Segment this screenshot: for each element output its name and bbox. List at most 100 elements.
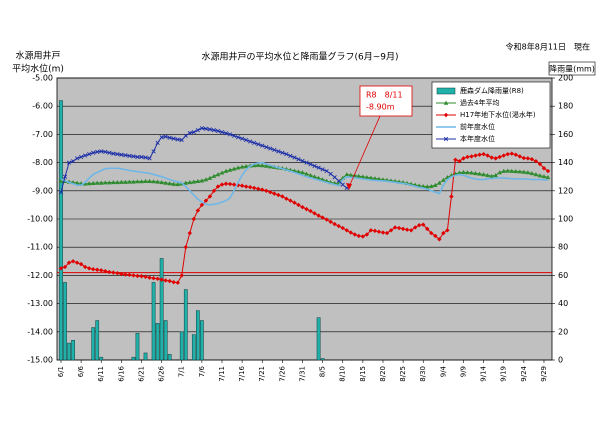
marker — [70, 159, 76, 164]
bar — [95, 320, 100, 361]
annotation-arrow — [348, 115, 381, 188]
x-tick-label: 8/15 — [359, 366, 367, 382]
marker — [259, 163, 265, 168]
marker — [247, 184, 253, 190]
marker — [256, 186, 261, 192]
marker — [207, 175, 213, 180]
marker — [256, 142, 261, 147]
marker — [328, 171, 333, 176]
marker — [167, 278, 172, 284]
marker — [159, 180, 164, 185]
marker — [489, 155, 494, 160]
bar — [167, 354, 172, 361]
y2-tick-label: 60 — [558, 271, 568, 280]
marker — [119, 271, 124, 277]
marker — [469, 170, 474, 175]
marker — [179, 137, 184, 143]
marker — [437, 180, 442, 185]
x-tick-label: 6/26 — [158, 365, 166, 381]
marker — [316, 165, 321, 170]
marker — [461, 156, 466, 161]
marker — [171, 181, 176, 186]
marker — [481, 151, 486, 157]
marker — [465, 170, 470, 175]
marker — [183, 180, 189, 185]
marker — [95, 267, 100, 272]
marker — [223, 131, 229, 136]
marker — [276, 192, 281, 198]
bar — [195, 310, 200, 361]
marker — [143, 178, 148, 184]
x-tick-label: 7/21 — [258, 366, 266, 382]
marker — [119, 179, 124, 184]
marker — [255, 162, 261, 167]
y-tick-label: -9.00 — [32, 186, 53, 195]
legend-label: 鹿森ダム降雨量(R8) — [460, 86, 524, 95]
marker — [453, 157, 458, 162]
x-tick-label: 8/20 — [379, 366, 387, 382]
marker — [66, 260, 72, 265]
marker — [62, 264, 68, 270]
x-tick-label: 6/16 — [117, 365, 125, 381]
marker — [521, 155, 527, 161]
marker — [83, 153, 88, 158]
legend-label: H17年地下水位(渇水年) — [460, 110, 536, 119]
marker — [99, 149, 104, 154]
marker — [219, 170, 225, 175]
marker — [296, 157, 301, 162]
y-tick-label: -14.00 — [27, 327, 53, 336]
legend-label: 本年度水位 — [460, 134, 495, 143]
marker — [211, 188, 217, 193]
x-tick-label: 7/11 — [218, 366, 226, 382]
marker — [541, 174, 547, 179]
marker — [292, 200, 297, 205]
y2-tick-label: 140 — [558, 158, 573, 167]
y-axis-label: 平均水位(m) — [12, 63, 64, 75]
marker — [215, 172, 221, 177]
marker — [457, 158, 462, 164]
marker — [199, 126, 204, 131]
marker — [127, 179, 132, 184]
marker — [131, 273, 136, 278]
marker — [191, 130, 196, 135]
marker — [223, 181, 229, 186]
marker — [231, 182, 237, 187]
bar — [131, 356, 136, 361]
x-tick-label: 8/10 — [339, 366, 347, 382]
marker — [296, 202, 301, 208]
marker — [179, 273, 184, 278]
marker — [58, 266, 64, 271]
marker — [58, 190, 64, 195]
marker — [429, 230, 434, 236]
marker — [280, 194, 285, 199]
marker — [300, 158, 305, 164]
marker — [501, 168, 507, 173]
marker — [368, 175, 374, 180]
marker — [106, 180, 112, 185]
marker — [135, 154, 140, 160]
x-tick-label: 9/29 — [540, 366, 548, 382]
marker — [445, 228, 450, 233]
marker — [344, 172, 350, 177]
marker — [195, 128, 200, 133]
marker — [155, 140, 160, 145]
marker — [545, 168, 551, 174]
marker — [493, 172, 498, 178]
marker — [211, 173, 217, 178]
marker — [312, 211, 317, 216]
marker — [264, 144, 269, 150]
marker — [183, 133, 188, 138]
legend-label: 前年度水位 — [460, 122, 495, 131]
marker — [288, 153, 293, 158]
y2-tick-label: 20 — [558, 327, 568, 336]
marker — [400, 226, 406, 232]
marker — [437, 237, 442, 242]
chart-title: 水源用井戸の平均水位と降雨量グラフ(6月~9月) — [201, 51, 398, 63]
x-tick-label: 8/25 — [399, 366, 407, 382]
marker — [509, 168, 515, 173]
marker — [517, 169, 523, 174]
marker — [244, 137, 249, 143]
marker — [219, 182, 225, 187]
marker — [469, 154, 474, 159]
y-tick-label: -15.00 — [27, 356, 53, 365]
